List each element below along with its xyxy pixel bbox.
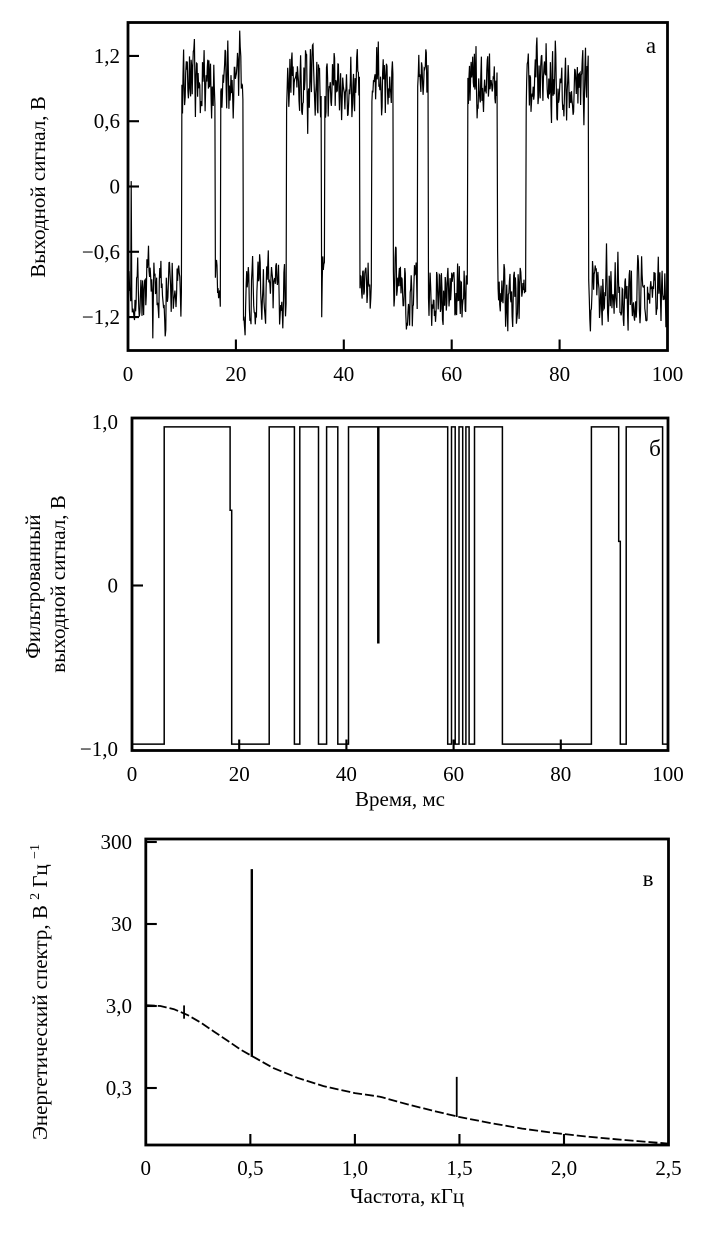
- panel-b-y-axis-title: Фильтрованный выходной сигнал, В: [21, 495, 70, 672]
- y-tick-label: 30: [111, 912, 132, 936]
- x-tick-label: 40: [336, 762, 357, 786]
- x-tick-label: 80: [550, 762, 571, 786]
- y-tick-label: 300: [101, 830, 133, 854]
- x-tick-label: 1,0: [342, 1156, 368, 1180]
- y-tick-label: 1,2: [94, 44, 120, 68]
- y-tick-label: 0: [110, 175, 121, 199]
- panel-b-letter: б: [649, 436, 661, 461]
- x-tick-label: 100: [652, 362, 684, 386]
- panel-b-frame: [130, 416, 670, 752]
- panel-b-y-axis-title-line2: выходной сигнал, В: [46, 495, 70, 672]
- x-tick-label: 80: [549, 362, 570, 386]
- panel-b-x-axis-title: Время, мс: [355, 787, 445, 811]
- y-tick-label: 1,0: [92, 410, 118, 434]
- panel-v-letter: в: [643, 866, 654, 891]
- y-tick-label: 3,0: [106, 994, 132, 1018]
- panel-b-y-axis-title-line1: Фильтрованный: [21, 514, 45, 658]
- x-tick-label: 0,5: [237, 1156, 263, 1180]
- panel-b-plot-area: 0 20 40 60 80 100 1,0 0 −1,0: [80, 410, 684, 786]
- y-tick-label: 0: [108, 574, 119, 598]
- panel-v-x-axis-title: Частота, кГц: [350, 1184, 464, 1208]
- x-tick-label: 60: [441, 362, 462, 386]
- y-tick-label: 0,3: [106, 1076, 132, 1100]
- panel-a-y-axis-title: Выходной сигнал, В: [26, 96, 50, 278]
- panel-a-plot-area: 0 20 40 60 80 100 1,2 0,6 0 −0,6 −1,2: [82, 30, 684, 386]
- x-tick-label: 40: [333, 362, 354, 386]
- panel-v-y-axis-title: Энергетический спектр, В 2 Гц −1: [20, 844, 52, 1140]
- y-tick-label: −1,0: [80, 737, 118, 761]
- panel-v-plot-area: 0 0,5 1,0 1,5 2,0 2,5 300 30 3,0 0,3: [101, 830, 682, 1180]
- panel-v-y-axis-title-main: Энергетический спектр, В: [28, 905, 52, 1140]
- x-tick-label: 2,0: [551, 1156, 577, 1180]
- panel-v-y-axis-title-sup2: 2: [28, 893, 43, 900]
- noisy-telegraph-trace: [127, 30, 669, 339]
- x-tick-label: 100: [652, 762, 684, 786]
- square-wave-trace: [132, 426, 668, 745]
- panel-a-frame: [126, 21, 669, 352]
- x-tick-label: 0: [123, 362, 134, 386]
- panel-v: 0 0,5 1,0 1,5 2,0 2,5 300 30 3,0 0,3 в Энергетиче…: [20, 830, 682, 1208]
- y-tick-label: −0,6: [82, 240, 120, 264]
- panel-a-letter: а: [646, 33, 656, 58]
- panel-v-y-axis-title-supminus1: −1: [28, 844, 43, 859]
- panel-b: 0 20 40 60 80 100 1,0 0 −1,0 б Фильтрованный вых…: [21, 410, 684, 811]
- x-tick-label: 2,5: [655, 1156, 681, 1180]
- x-tick-label: 0: [141, 1156, 152, 1180]
- panel-v-y-axis-title-hz: Гц: [28, 864, 52, 887]
- spectrum-curve: [145, 1004, 669, 1145]
- x-tick-label: 20: [225, 362, 246, 386]
- y-tick-label: −1,2: [82, 305, 120, 329]
- panel-a: 0 20 40 60 80 100 1,2 0,6 0 −0,6 −1,2 а Выходной с…: [26, 21, 684, 386]
- x-tick-label: 20: [229, 762, 250, 786]
- x-tick-label: 0: [127, 762, 138, 786]
- panel-v-frame: [144, 837, 670, 1147]
- x-tick-label: 1,5: [446, 1156, 472, 1180]
- y-tick-label: 0,6: [94, 109, 120, 133]
- x-tick-label: 60: [443, 762, 464, 786]
